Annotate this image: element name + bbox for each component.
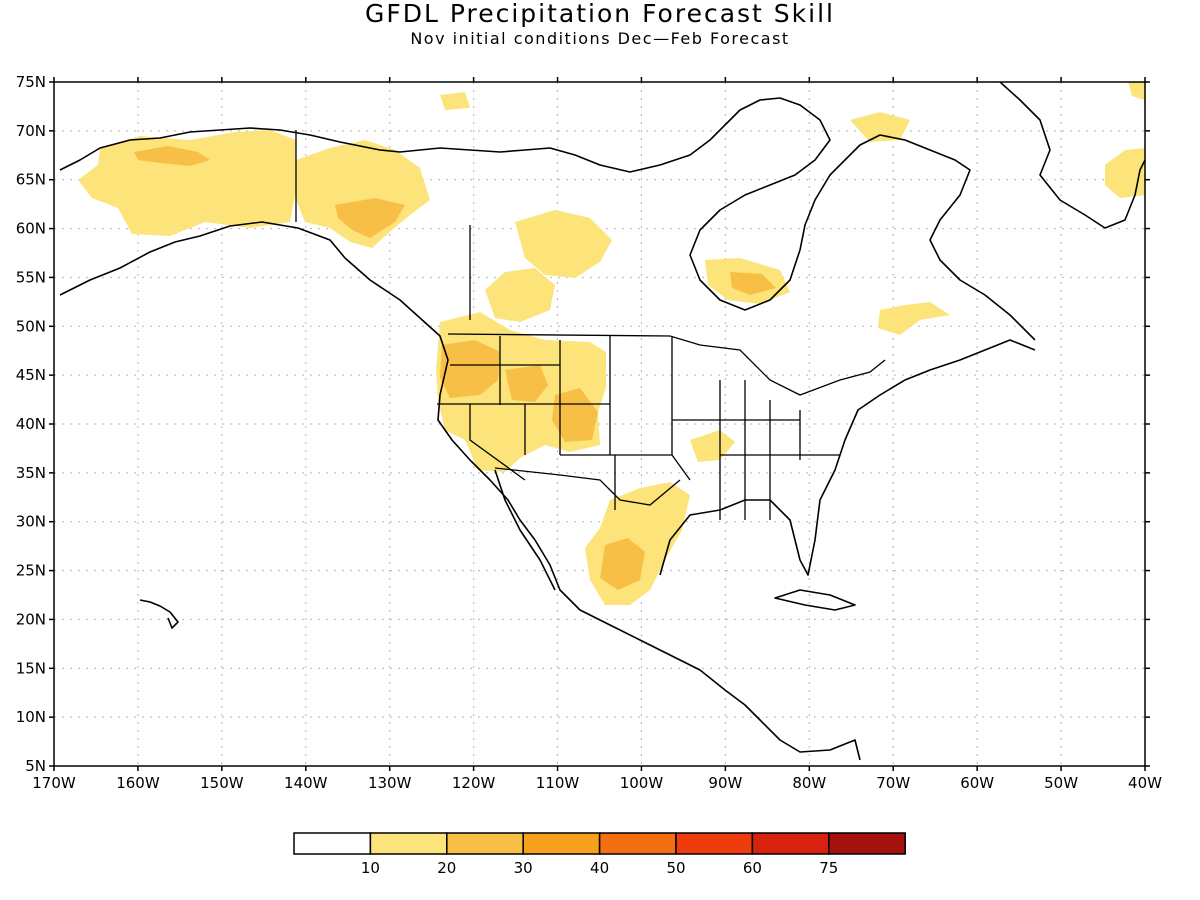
skill-region-alberta	[485, 268, 555, 322]
lat-label: 10N	[16, 708, 46, 726]
colorbar-swatch	[675, 832, 754, 855]
skill-region-mexico-core	[600, 538, 645, 590]
skill-region-quebec	[878, 302, 950, 335]
skill-region-greenland-north	[1128, 82, 1145, 100]
cuba-coastline	[774, 589, 856, 611]
skill-shading	[78, 82, 1145, 605]
lon-label: 150W	[200, 774, 244, 792]
lon-label: 130W	[368, 774, 412, 792]
skill-region-yukon-bc	[296, 140, 430, 248]
colorbar-swatch	[598, 832, 677, 855]
lat-label: 20N	[16, 610, 46, 628]
skill-region-bc-coast	[335, 198, 405, 238]
colorbar-label: 50	[666, 859, 685, 877]
hawaii-coastline	[139, 599, 179, 629]
us-canada-border	[447, 333, 886, 396]
lat-label: 70N	[16, 122, 46, 140]
coastlines	[59, 82, 1145, 761]
skill-region-colorado	[552, 388, 598, 442]
greenland-coastline	[999, 82, 1145, 229]
lon-label: 40W	[1128, 774, 1162, 792]
colorbar-label: 40	[590, 859, 609, 877]
colorbar: 10 20 30 40 50 60 75	[293, 832, 906, 877]
latitude-labels: 5N 10N 15N 20N 25N 30N 35N 40N 45N 50N 55N 60N 65N 70…	[16, 73, 46, 775]
lat-label: 35N	[16, 464, 46, 482]
us-mexico-border	[494, 467, 681, 506]
lon-label: 70W	[876, 774, 910, 792]
colorbar-label: 20	[437, 859, 456, 877]
skill-region-oregon-core	[440, 340, 500, 398]
lon-label: 170W	[32, 774, 76, 792]
lat-label: 65N	[16, 171, 46, 189]
colorbar-swatch	[828, 832, 906, 855]
lon-label: 80W	[792, 774, 826, 792]
lat-label: 60N	[16, 220, 46, 238]
colorbar-swatch	[293, 832, 372, 855]
lon-label: 140W	[284, 774, 328, 792]
lon-label: 100W	[620, 774, 664, 792]
axis-ticks	[49, 77, 1150, 771]
lat-label: 75N	[16, 73, 46, 91]
lat-label: 50N	[16, 317, 46, 335]
colorbar-label: 60	[743, 859, 762, 877]
lat-label: 15N	[16, 659, 46, 677]
lat-label: 25N	[16, 562, 46, 580]
skill-region-arctic-2	[850, 112, 910, 142]
skill-region-alaska-core	[134, 146, 210, 166]
skill-region-greenland	[1105, 148, 1145, 198]
colorbar-swatch	[522, 832, 601, 855]
colorbar-swatch	[751, 832, 830, 855]
lon-label: 50W	[1044, 774, 1078, 792]
canada-province-lines	[295, 130, 471, 320]
skill-region-idaho	[505, 365, 548, 402]
skill-region-arctic-1	[440, 92, 470, 110]
lat-label: 40N	[16, 415, 46, 433]
colorbar-label: 75	[819, 859, 838, 877]
lon-label: 160W	[116, 774, 160, 792]
skill-region-hudson-core	[730, 272, 776, 295]
colorbar-label: 30	[514, 859, 533, 877]
baja-coastline	[494, 469, 556, 591]
map-subtitle: Nov initial conditions Dec—Feb Forecast	[410, 29, 790, 48]
lat-label: 30N	[16, 513, 46, 531]
state-lines	[437, 336, 840, 520]
longitude-labels: 170W 160W 150W 140W 130W 120W 110W 100W 90W 80W 70…	[32, 774, 1162, 792]
skill-region-texas	[585, 482, 690, 605]
colorbar-swatch	[446, 832, 524, 855]
skill-region-alaska	[78, 130, 296, 236]
skill-region-central-canada	[515, 210, 612, 278]
lon-label: 120W	[452, 774, 496, 792]
map-title: GFDL Precipitation Forecast Skill	[364, 0, 835, 28]
lon-label: 60W	[960, 774, 994, 792]
lon-label: 90W	[708, 774, 742, 792]
lat-label: 55N	[16, 268, 46, 286]
skill-region-oklahoma	[690, 430, 735, 462]
lon-label: 110W	[536, 774, 580, 792]
colorbar-swatch	[369, 832, 448, 855]
north-america-coastline	[59, 97, 1036, 761]
state-boundaries	[295, 130, 886, 520]
colorbar-label: 10	[361, 859, 380, 877]
lat-label: 45N	[16, 366, 46, 384]
lat-label: 5N	[25, 757, 46, 775]
